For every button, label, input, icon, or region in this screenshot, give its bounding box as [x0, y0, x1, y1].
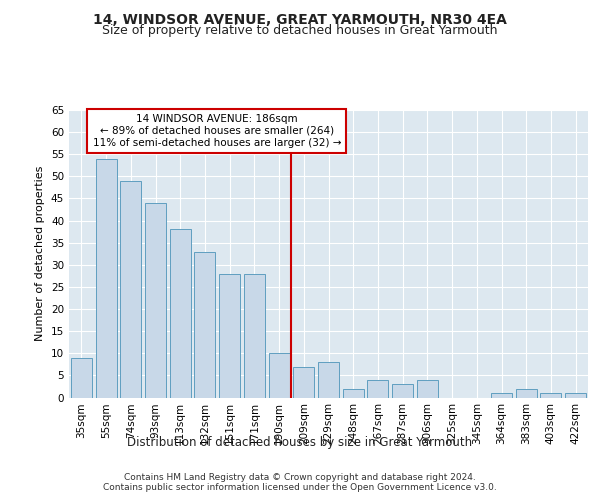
Bar [170, 230, 191, 398]
Bar [71, 358, 92, 398]
Bar [145, 203, 166, 398]
Bar [244, 274, 265, 398]
Text: Size of property relative to detached houses in Great Yarmouth: Size of property relative to detached ho… [102, 24, 498, 37]
Bar [392, 384, 413, 398]
Bar [565, 393, 586, 398]
Text: Distribution of detached houses by size in Great Yarmouth: Distribution of detached houses by size … [127, 436, 473, 449]
Bar [120, 181, 141, 398]
Text: 14, WINDSOR AVENUE, GREAT YARMOUTH, NR30 4EA: 14, WINDSOR AVENUE, GREAT YARMOUTH, NR30… [93, 12, 507, 26]
Bar [293, 366, 314, 398]
Bar [269, 354, 290, 398]
Bar [491, 393, 512, 398]
Text: Contains HM Land Registry data © Crown copyright and database right 2024.
Contai: Contains HM Land Registry data © Crown c… [103, 472, 497, 492]
Bar [194, 252, 215, 398]
Bar [343, 388, 364, 398]
Y-axis label: Number of detached properties: Number of detached properties [35, 166, 46, 342]
Bar [516, 388, 537, 398]
Bar [318, 362, 339, 398]
Bar [95, 158, 116, 398]
Text: 14 WINDSOR AVENUE: 186sqm
← 89% of detached houses are smaller (264)
11% of semi: 14 WINDSOR AVENUE: 186sqm ← 89% of detac… [92, 114, 341, 148]
Bar [219, 274, 240, 398]
Bar [417, 380, 438, 398]
Bar [541, 393, 562, 398]
Bar [367, 380, 388, 398]
